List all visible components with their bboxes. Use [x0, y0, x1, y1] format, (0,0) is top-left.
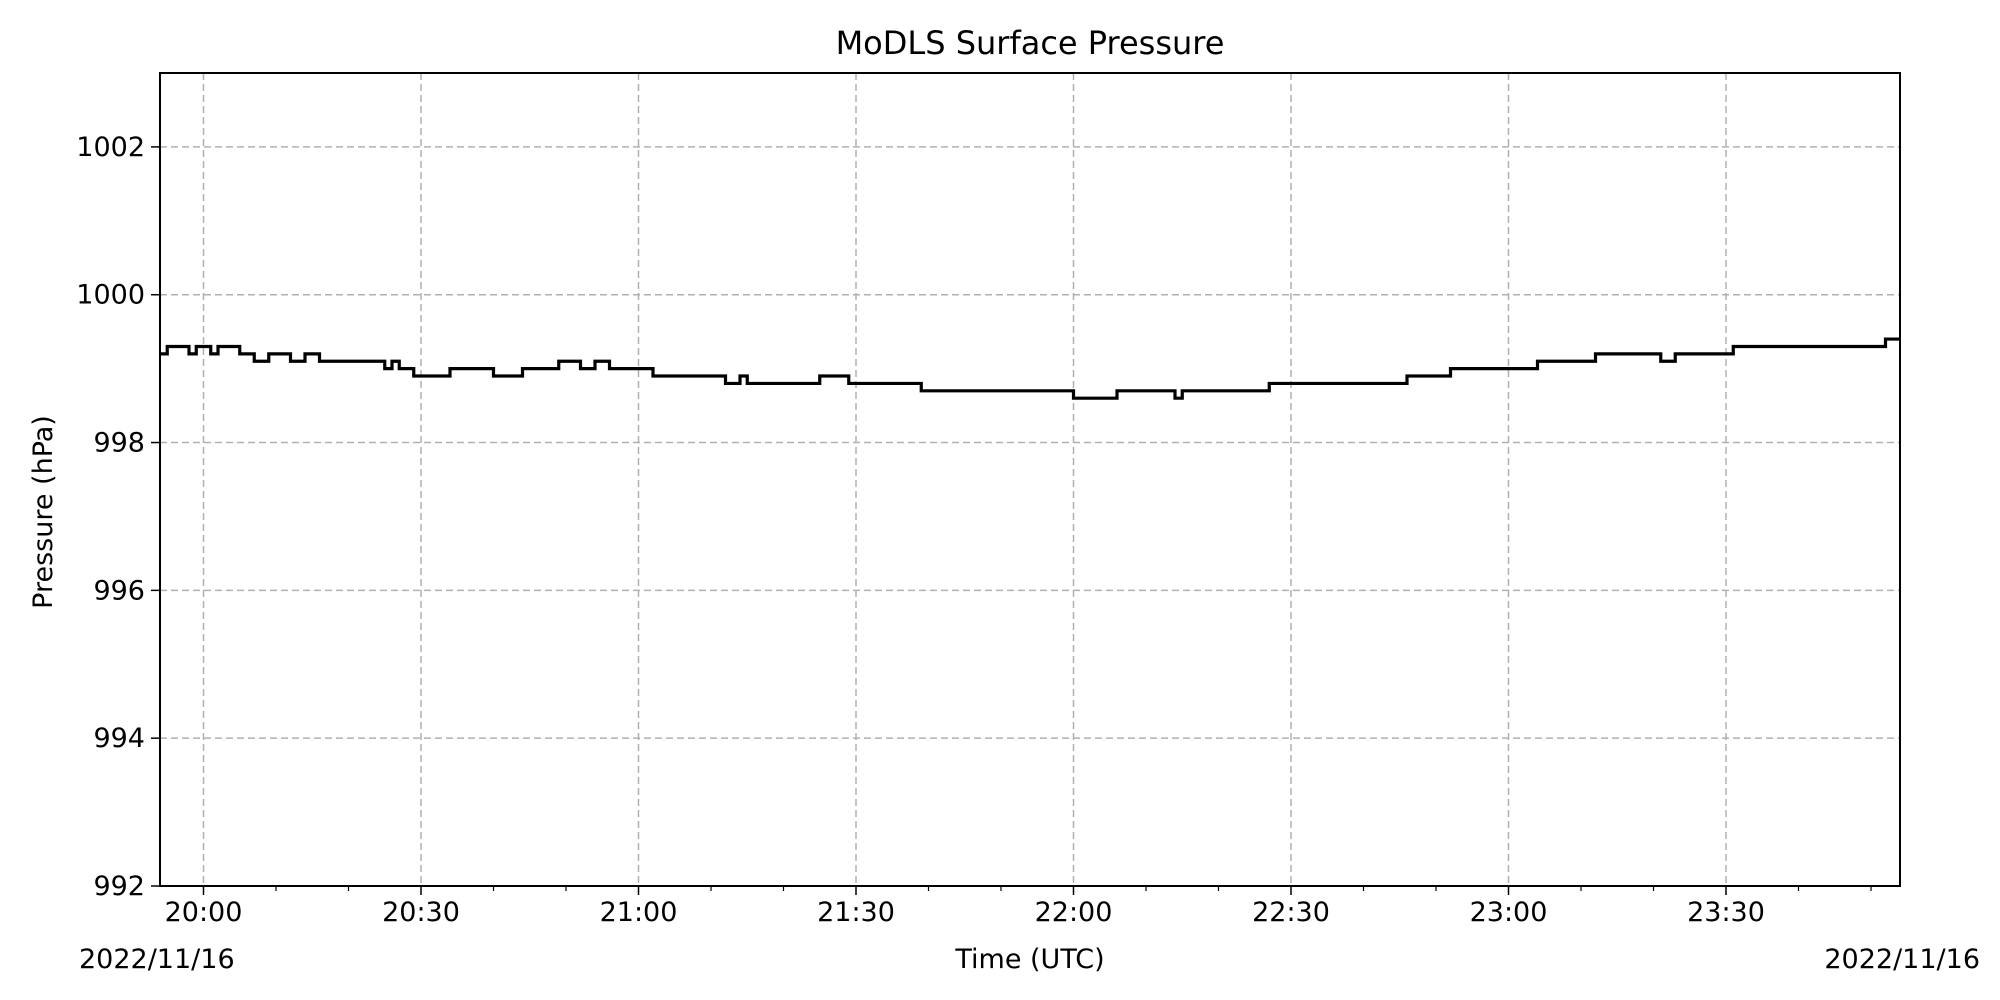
y-tick-label: 1002	[76, 132, 145, 163]
x-axis: 20:00 20:30 21:00 21:30 22:00 22:30 23:00 23:30	[165, 886, 1872, 928]
x-tick-label: 21:00	[600, 897, 678, 928]
y-tick-label: 998	[93, 428, 145, 459]
y-tick-label: 992	[93, 871, 145, 902]
x-axis-label: Time (UTC)	[954, 944, 1104, 975]
series-group	[160, 337, 1900, 400]
date-label-right: 2022/11/16	[1824, 944, 1980, 975]
y-axis: 992 994 996 998 1000 1002	[76, 132, 160, 902]
x-tick-label: 22:00	[1035, 897, 1113, 928]
pressure-line	[160, 337, 1900, 400]
x-tick-label: 20:30	[382, 897, 460, 928]
x-tick-label: 22:30	[1252, 897, 1330, 928]
x-tick-label: 20:00	[165, 897, 243, 928]
chart-title: MoDLS Surface Pressure	[836, 24, 1225, 62]
x-tick-label: 23:00	[1470, 897, 1548, 928]
y-tick-label: 1000	[76, 280, 145, 311]
date-label-left: 2022/11/16	[79, 944, 235, 975]
x-tick-label: 23:30	[1687, 897, 1765, 928]
plot-frame	[159, 72, 1901, 887]
y-tick-label: 996	[93, 575, 145, 606]
y-axis-label: Pressure (hPa)	[28, 415, 59, 609]
grid-lines	[160, 73, 1900, 886]
x-tick-label: 21:30	[817, 897, 895, 928]
y-tick-label: 994	[93, 723, 145, 754]
